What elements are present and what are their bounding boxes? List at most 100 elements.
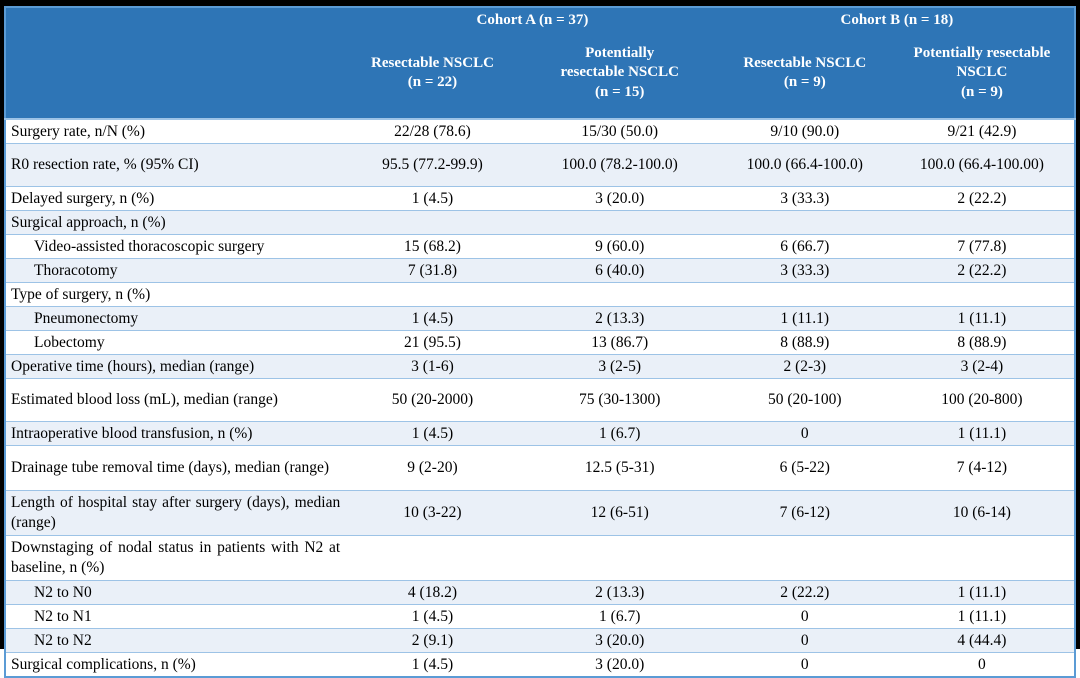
table-body: Surgery rate, n/N (%) 22/28 (78.6) 15/30… bbox=[5, 118, 1075, 678]
table-row: Thoracotomy 7 (31.8) 6 (40.0) 3 (33.3) 2… bbox=[5, 258, 1075, 283]
cell-value: 2 (13.3) bbox=[519, 580, 720, 605]
table-row: Video-assisted thoracoscopic surgery 15 … bbox=[5, 234, 1075, 259]
cell-value: 9 (60.0) bbox=[519, 234, 720, 259]
cell-value: 7 (77.8) bbox=[889, 234, 1075, 259]
cell-value: 15/30 (50.0) bbox=[519, 118, 720, 144]
cell-value: 21 (95.5) bbox=[345, 330, 520, 355]
cell-value: 10 (6-14) bbox=[889, 490, 1075, 536]
cohort-header-row: Cohort A (n = 37) Cohort B (n = 18) bbox=[5, 7, 1075, 36]
header-spacer bbox=[5, 36, 346, 119]
cell-value: 3 (20.0) bbox=[519, 186, 720, 211]
cell-value: 12.5 (5-31) bbox=[519, 445, 720, 491]
cell-value: 15 (68.2) bbox=[345, 234, 520, 259]
cell-value: 9 (2-20) bbox=[345, 445, 520, 491]
cell-value: 100.0 (66.4-100.0) bbox=[719, 143, 890, 187]
cell-value: 75 (30-1300) bbox=[519, 378, 720, 422]
row-label: Delayed surgery, n (%) bbox=[5, 186, 346, 211]
cell-value: 7 (4-12) bbox=[889, 445, 1075, 491]
row-label: Operative time (hours), median (range) bbox=[5, 354, 346, 379]
cell-value: 10 (3-22) bbox=[345, 490, 520, 536]
cell-value: 1 (4.5) bbox=[345, 604, 520, 629]
table-row: Intraoperative blood transfusion, n (%) … bbox=[5, 421, 1075, 446]
cell-value: 12 (6-51) bbox=[519, 490, 720, 536]
cohort-a-header: Cohort A (n = 37) bbox=[345, 7, 720, 36]
cell-value: 1 (11.1) bbox=[889, 421, 1075, 446]
cell-value bbox=[889, 282, 1075, 307]
cell-value: 1 (4.5) bbox=[345, 306, 520, 331]
table-row: Surgical complications, n (%) 1 (4.5) 3 … bbox=[5, 652, 1075, 678]
cell-value: 2 (22.2) bbox=[719, 580, 890, 605]
table-row-category: Type of surgery, n (%) bbox=[5, 282, 1075, 307]
cell-value bbox=[719, 535, 890, 581]
cell-value: 13 (86.7) bbox=[519, 330, 720, 355]
cell-value: 1 (11.1) bbox=[889, 604, 1075, 629]
cell-value: 2 (13.3) bbox=[519, 306, 720, 331]
row-label: R0 resection rate, % (95% CI) bbox=[5, 143, 346, 187]
col-header-potentially-resectable-b: Potentially resectable NSCLC (n = 9) bbox=[889, 36, 1075, 119]
row-label: Surgical approach, n (%) bbox=[5, 210, 346, 235]
cell-value bbox=[519, 282, 720, 307]
cell-value: 7 (31.8) bbox=[345, 258, 520, 283]
col-header-potentially-resectable-a: Potentially resectable NSCLC (n = 15) bbox=[519, 36, 720, 119]
cell-value: 9/21 (42.9) bbox=[889, 118, 1075, 144]
cell-value bbox=[889, 535, 1075, 581]
cell-value: 3 (2-5) bbox=[519, 354, 720, 379]
table-row: Surgery rate, n/N (%) 22/28 (78.6) 15/30… bbox=[5, 118, 1075, 144]
row-label: N2 to N0 bbox=[5, 580, 346, 605]
subgroup-header-row: Resectable NSCLC (n = 22) Potentially re… bbox=[5, 36, 1075, 119]
cell-value: 1 (4.5) bbox=[345, 652, 520, 678]
table-row: R0 resection rate, % (95% CI) 95.5 (77.2… bbox=[5, 143, 1075, 187]
cell-value: 3 (33.3) bbox=[719, 258, 890, 283]
cell-value bbox=[519, 535, 720, 581]
cell-value: 1 (6.7) bbox=[519, 421, 720, 446]
row-label: N2 to N1 bbox=[5, 604, 346, 629]
table-row: N2 to N1 1 (4.5) 1 (6.7) 0 1 (11.1) bbox=[5, 604, 1075, 629]
table-row-category: Surgical approach, n (%) bbox=[5, 210, 1075, 235]
cell-value bbox=[719, 282, 890, 307]
row-label: Surgical complications, n (%) bbox=[5, 652, 346, 678]
cell-value bbox=[889, 210, 1075, 235]
cell-value: 3 (2-4) bbox=[889, 354, 1075, 379]
table-row: Lobectomy 21 (95.5) 13 (86.7) 8 (88.9) 8… bbox=[5, 330, 1075, 355]
header-spacer bbox=[5, 7, 346, 36]
row-label: Downstaging of nodal status in patients … bbox=[5, 535, 346, 581]
row-label: Thoracotomy bbox=[5, 258, 346, 283]
cell-value: 0 bbox=[719, 652, 890, 678]
cell-value: 50 (20-100) bbox=[719, 378, 890, 422]
cell-value: 0 bbox=[889, 652, 1075, 678]
cell-value: 9/10 (90.0) bbox=[719, 118, 890, 144]
cell-value: 8 (88.9) bbox=[889, 330, 1075, 355]
cell-value: 2 (2-3) bbox=[719, 354, 890, 379]
table-row-category: Downstaging of nodal status in patients … bbox=[5, 535, 1075, 581]
cell-value: 1 (4.5) bbox=[345, 186, 520, 211]
cell-value: 0 bbox=[719, 421, 890, 446]
cell-value: 50 (20-2000) bbox=[345, 378, 520, 422]
cell-value: 3 (20.0) bbox=[519, 652, 720, 678]
cell-value: 2 (22.2) bbox=[889, 258, 1075, 283]
cell-value bbox=[345, 210, 520, 235]
row-label: Pneumonectomy bbox=[5, 306, 346, 331]
row-label: Drainage tube removal time (days), media… bbox=[5, 445, 346, 491]
cell-value: 2 (22.2) bbox=[889, 186, 1075, 211]
row-label: Type of surgery, n (%) bbox=[5, 282, 346, 307]
table-header: Cohort A (n = 37) Cohort B (n = 18) Rese… bbox=[5, 7, 1075, 119]
col-header-resectable-b: Resectable NSCLC (n = 9) bbox=[719, 36, 890, 119]
table-row: N2 to N0 4 (18.2) 2 (13.3) 2 (22.2) 1 (1… bbox=[5, 580, 1075, 605]
cell-value bbox=[519, 210, 720, 235]
cell-value: 6 (5-22) bbox=[719, 445, 890, 491]
cell-value: 8 (88.9) bbox=[719, 330, 890, 355]
table-row: Length of hospital stay after surgery (d… bbox=[5, 490, 1075, 536]
cell-value: 7 (6-12) bbox=[719, 490, 890, 536]
cohort-b-header: Cohort B (n = 18) bbox=[719, 7, 1075, 36]
cell-value: 1 (11.1) bbox=[719, 306, 890, 331]
col-header-resectable-a: Resectable NSCLC (n = 22) bbox=[345, 36, 520, 119]
row-label: Video-assisted thoracoscopic surgery bbox=[5, 234, 346, 259]
row-label: Intraoperative blood transfusion, n (%) bbox=[5, 421, 346, 446]
cell-value: 1 (6.7) bbox=[519, 604, 720, 629]
cell-value: 95.5 (77.2-99.9) bbox=[345, 143, 520, 187]
cell-value: 1 (11.1) bbox=[889, 306, 1075, 331]
cell-value: 100 (20-800) bbox=[889, 378, 1075, 422]
surgical-outcomes-table: Cohort A (n = 37) Cohort B (n = 18) Rese… bbox=[4, 6, 1076, 678]
cell-value: 4 (18.2) bbox=[345, 580, 520, 605]
row-label: Estimated blood loss (mL), median (range… bbox=[5, 378, 346, 422]
